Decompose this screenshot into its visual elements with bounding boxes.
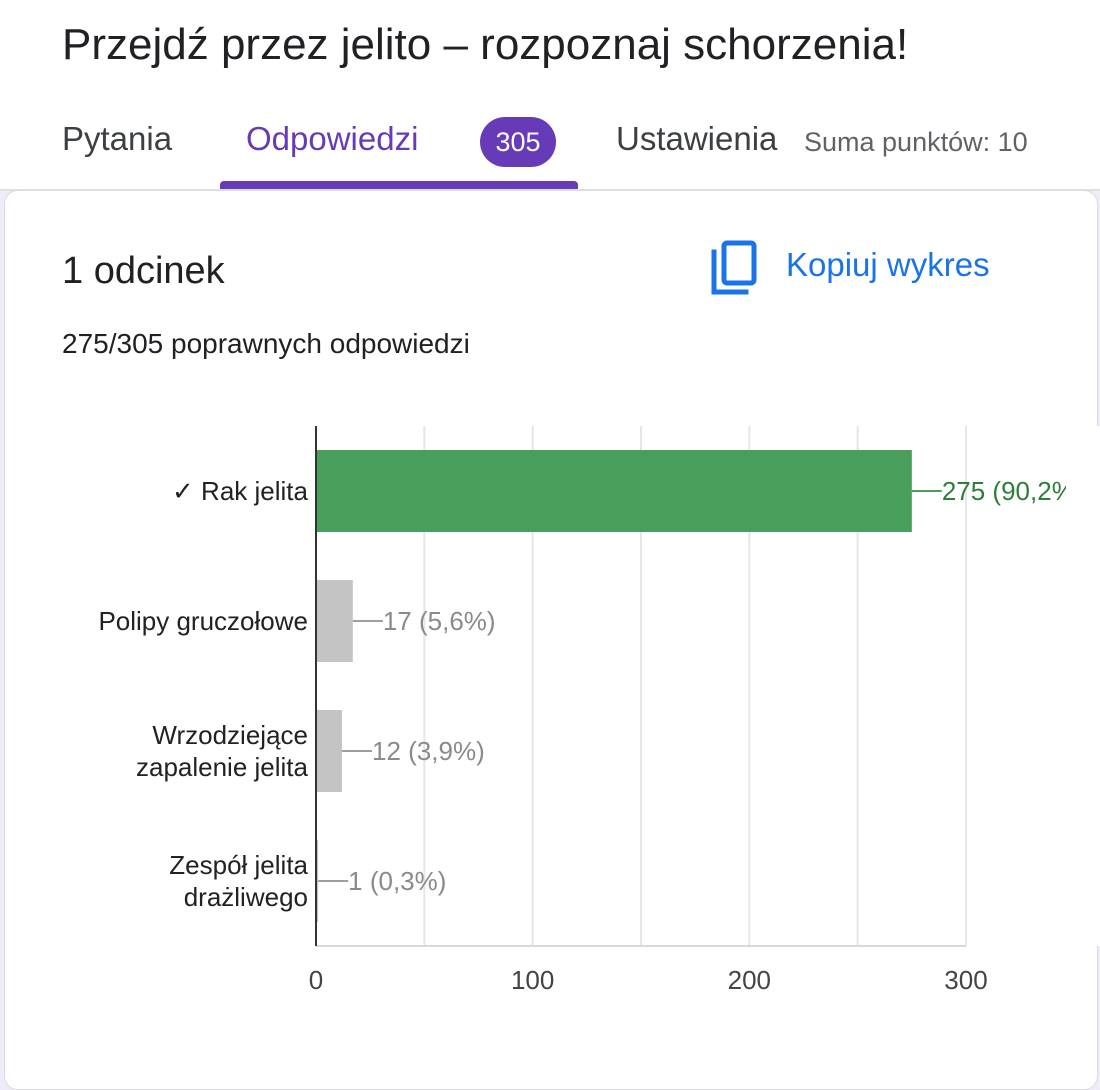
bar: [316, 580, 353, 662]
bar: [316, 710, 342, 792]
data-label: 275 (90,2%): [942, 476, 1084, 506]
x-tick-label: 0: [309, 965, 323, 995]
tab-questions[interactable]: Pytania: [62, 120, 173, 157]
bar: [316, 840, 319, 922]
category-label: Zespół jelita drażliwego: [169, 850, 308, 912]
category-label: ✓ Rak jelita: [172, 476, 308, 506]
correct-answers-count: 275/305 poprawnych odpowiedzi: [62, 328, 470, 359]
data-label: 17 (5,6%): [383, 606, 496, 636]
category-label: Polipy gruczołowe: [98, 606, 308, 636]
x-tick-label: 100: [511, 965, 554, 995]
total-points: Suma punktów: 10: [804, 127, 1028, 157]
copy-chart-button[interactable]: Kopiuj wykres: [708, 238, 1038, 298]
bar: [316, 450, 912, 532]
form-title: Przejdź przez jelito – rozpoznaj schorze…: [62, 20, 909, 69]
data-label: 1 (0,3%): [348, 866, 446, 896]
question-title: 1 odcinek: [62, 250, 225, 292]
question-summary-card: [4, 190, 1098, 1090]
category-label: Wrzodziejące zapalenie jelita: [136, 720, 309, 782]
responses-count-badge: 305: [480, 117, 556, 167]
form-header: Przejdź przez jelito – rozpoznaj schorze…: [0, 0, 1100, 191]
tab-responses[interactable]: Odpowiedzi: [246, 120, 419, 157]
active-tab-indicator: [220, 181, 578, 189]
copy-chart-label: Kopiuj wykres: [786, 246, 990, 283]
x-tick-label: 300: [944, 965, 987, 995]
tab-settings[interactable]: Ustawienia: [616, 120, 778, 157]
chart-right-mask: [1066, 426, 1100, 946]
x-tick-label: 200: [728, 965, 771, 995]
copy-icon: [711, 240, 757, 295]
data-label: 12 (3,9%): [372, 736, 485, 766]
